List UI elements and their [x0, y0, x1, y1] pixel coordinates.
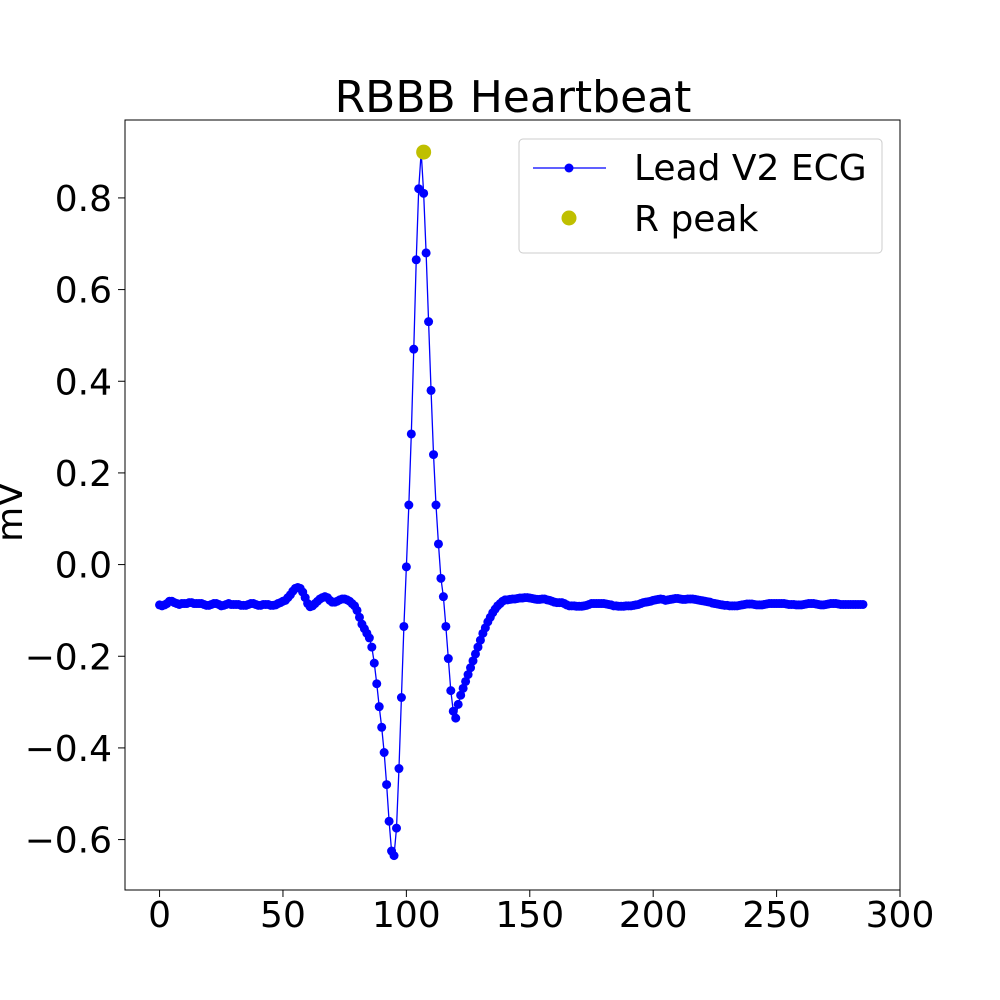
- ecg-point: [443, 654, 453, 664]
- ecg-point: [396, 693, 406, 702]
- x-tick-label: 50: [260, 895, 306, 936]
- ecg-point: [377, 722, 387, 732]
- r-peak-point: [416, 144, 432, 160]
- ecg-point: [369, 658, 379, 668]
- ecg-point: [446, 686, 456, 696]
- ecg-point: [473, 642, 483, 652]
- ecg-point: [463, 670, 473, 680]
- ecg-point: [438, 592, 448, 602]
- ecg-point: [419, 188, 429, 198]
- ecg-point: [424, 317, 434, 327]
- legend-rpeak-swatch-dot: [561, 210, 577, 226]
- y-tick-label: −0.4: [25, 729, 112, 770]
- plot-frame: [124, 119, 901, 891]
- x-tick-label: 100: [372, 895, 441, 936]
- ecg-point: [392, 823, 401, 833]
- ecg-point: [394, 764, 404, 774]
- ecg-point: [367, 642, 377, 652]
- ecg-point: [364, 633, 374, 643]
- ecg-point: [409, 344, 419, 354]
- x-tick-label: 200: [619, 895, 688, 936]
- ecg-point: [470, 649, 480, 659]
- ecg-point: [382, 780, 392, 790]
- chart-title: RBBB Heartbeat: [335, 72, 692, 123]
- legend-ecg-label: Lead V2 ECG: [634, 148, 867, 189]
- y-tick-label: 0.2: [55, 454, 112, 495]
- ecg-point: [436, 573, 446, 583]
- ecg-point: [406, 429, 416, 439]
- legend-ecg-swatch-dot: [564, 163, 574, 173]
- ecg-point: [451, 713, 461, 723]
- legend-rpeak-label: R peak: [634, 199, 759, 240]
- ecg-point: [431, 500, 441, 510]
- ecg-point: [468, 656, 478, 666]
- x-tick-label: 0: [148, 895, 171, 936]
- ecg-point: [433, 539, 443, 549]
- legend: Lead V2 ECG R peak: [518, 138, 883, 254]
- y-tick-label: −0.2: [25, 637, 112, 678]
- ecg-point: [441, 621, 451, 631]
- ecg-point: [354, 612, 364, 622]
- ecg-point: [461, 676, 471, 686]
- ecg-point: [401, 562, 411, 572]
- ecg-point: [374, 702, 384, 712]
- ecg-point: [453, 699, 463, 709]
- x-tick-label: 300: [866, 895, 935, 936]
- ecg-point: [475, 635, 485, 645]
- ecg-point: [456, 690, 466, 700]
- y-tick-label: 0.4: [55, 362, 112, 403]
- ecg-point: [399, 621, 409, 631]
- ecg-point: [389, 851, 399, 861]
- ecg-point: [352, 605, 362, 615]
- x-tick-label: 250: [742, 895, 811, 936]
- x-tick-label: 150: [495, 895, 564, 936]
- ecg-point: [372, 679, 382, 689]
- y-tick-label: −0.6: [25, 821, 112, 862]
- ecg-point: [421, 248, 431, 258]
- ecg-point: [448, 706, 458, 716]
- ecg-point: [411, 255, 421, 265]
- ecg-point: [429, 450, 439, 460]
- plot-area: [155, 144, 868, 861]
- y-axis-label: mV: [0, 482, 31, 542]
- ecg-point: [404, 500, 414, 510]
- y-tick-label: 0.0: [55, 546, 112, 587]
- ecg-point: [384, 816, 394, 826]
- y-tick-label: 0.8: [55, 179, 112, 220]
- x-axis: 0 50 100 150 200 250 300: [148, 890, 934, 936]
- ecg-point: [458, 683, 468, 693]
- y-tick-label: 0.6: [55, 271, 112, 312]
- legend-box: [518, 138, 883, 254]
- ecg-point: [858, 599, 868, 609]
- ecg-point: [426, 385, 436, 395]
- ecg-point: [466, 663, 476, 673]
- y-axis: −0.6 −0.4 −0.2 0.0 0.2 0.4 0.6 0.8: [25, 179, 125, 862]
- ecg-point: [379, 748, 389, 757]
